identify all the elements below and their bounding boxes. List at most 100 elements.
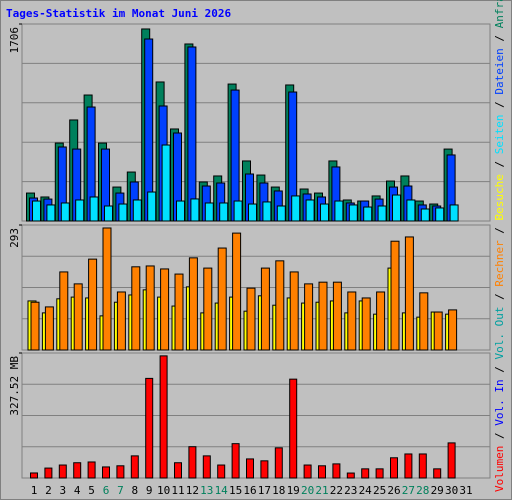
bar [363, 206, 373, 222]
bar [347, 291, 357, 351]
bar [435, 207, 445, 222]
bar [32, 200, 41, 222]
bar [88, 258, 98, 351]
bar [420, 208, 430, 222]
bar [190, 198, 200, 222]
x-tick-label: 24 [359, 484, 373, 497]
bar [118, 203, 128, 222]
x-tick-label: 7 [117, 484, 124, 497]
bar [46, 204, 56, 222]
bar [89, 196, 99, 222]
bar [334, 200, 344, 222]
bar [418, 453, 427, 479]
bar [276, 205, 286, 222]
x-tick-label: 10 [157, 484, 170, 497]
legend-entry: Vol. Out [493, 307, 506, 360]
legend-separator: / [493, 28, 506, 48]
bar [174, 273, 184, 351]
bar [262, 201, 272, 222]
x-tick-label: 5 [88, 484, 95, 497]
bar [217, 247, 227, 351]
bar [320, 203, 329, 222]
bar [130, 455, 139, 479]
bar [404, 236, 414, 351]
bar [332, 463, 341, 479]
bar [248, 203, 257, 222]
bar [246, 458, 254, 479]
bar [404, 453, 413, 479]
x-tick-label: 27 [402, 484, 415, 497]
bar [116, 465, 125, 479]
bar [433, 468, 442, 479]
legend-separator: / [493, 360, 506, 380]
bar [448, 309, 458, 351]
bar [433, 311, 443, 351]
bar [219, 202, 229, 222]
bar [176, 200, 185, 222]
bar [87, 461, 96, 479]
x-tick-label: 30 [445, 484, 458, 497]
bar [202, 455, 211, 479]
legend-separator: / [493, 154, 506, 174]
bar [376, 291, 386, 351]
bar [348, 204, 358, 222]
bar [44, 306, 54, 351]
x-tick-label: 31 [459, 484, 472, 497]
bar [174, 462, 182, 479]
x-tick-label: 25 [373, 484, 386, 497]
bar [160, 268, 170, 351]
bar [217, 464, 226, 479]
x-tick-label: 13 [200, 484, 213, 497]
bar [260, 267, 270, 351]
bar [392, 194, 401, 222]
bar [246, 287, 256, 351]
bar [289, 271, 299, 351]
x-tick-label: 29 [431, 484, 444, 497]
chart-title: Tages-Statistik im Monat Juni 2026 [6, 7, 232, 20]
bar [131, 266, 141, 351]
x-tick-label: 11 [171, 484, 184, 497]
bar [303, 464, 312, 479]
bar [145, 265, 155, 351]
legend-separator: / [493, 287, 506, 307]
x-tick-label: 16 [243, 484, 256, 497]
x-tick-label: 8 [131, 484, 138, 497]
bar [204, 202, 214, 222]
bar [231, 443, 240, 479]
x-tick-label: 14 [215, 484, 229, 497]
legend-separator: / [493, 220, 506, 240]
bar [390, 240, 400, 351]
bar [291, 195, 301, 222]
legend-entry: Vol. In [493, 379, 506, 425]
x-tick-label: 2 [45, 484, 52, 497]
x-tick-label: 21 [315, 484, 328, 497]
bar [332, 281, 342, 351]
x-tick-label: 28 [416, 484, 429, 497]
x-tick-label: 1 [31, 484, 38, 497]
bar [161, 144, 171, 222]
bar [59, 271, 69, 351]
bar [75, 199, 85, 222]
x-tick-label: 20 [301, 484, 314, 497]
bar [361, 468, 370, 479]
bar [406, 199, 416, 222]
bar [361, 297, 371, 351]
bar [260, 460, 269, 479]
bar [188, 446, 197, 479]
bar [447, 442, 456, 479]
bar [30, 472, 38, 479]
x-tick-label: 6 [103, 484, 110, 497]
bar [188, 257, 198, 351]
x-tick-label: 23 [344, 484, 357, 497]
x-tick-label: 4 [74, 484, 81, 497]
x-tick-label: 19 [287, 484, 300, 497]
legend-entry: Anfragen [493, 0, 506, 28]
bar [132, 199, 142, 222]
x-tick-label: 17 [258, 484, 271, 497]
bar [289, 378, 298, 479]
y-tick-label: 1706 [8, 27, 21, 54]
y-tick-label: 293 [8, 228, 21, 248]
bar [233, 200, 243, 222]
bar [346, 472, 355, 479]
